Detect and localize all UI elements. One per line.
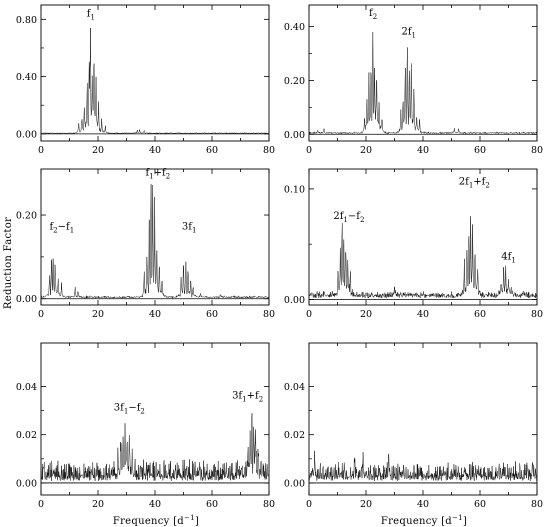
x-tick-label: 60 [474,309,486,320]
x-tick-label: 40 [417,145,429,156]
x-tick-label: 0 [306,499,312,510]
x-tick-label: 60 [206,309,218,320]
x-tick-label: 80 [263,145,275,156]
x-tick-label: 60 [474,499,486,510]
y-tick-label: 0.04 [284,382,305,393]
x-tick-label: 0 [306,309,312,320]
x-tick-label: 20 [92,499,104,510]
x-tick-label: 20 [92,145,104,156]
x-tick-label: 0 [38,145,44,156]
y-tick-label: 0.40 [284,22,305,33]
periodogram-series [308,450,538,482]
peak-annotation: f1 [87,8,95,21]
y-tick-label: 0.40 [16,72,37,83]
peak-annotation: 2f1 [401,27,416,40]
x-axis-label-right: Frequency [d−1] [381,514,467,527]
peak-annotation: 4f1 [501,252,516,265]
y-tick-label: 0.00 [16,294,37,305]
x-tick-label: 40 [417,499,429,510]
panel-6: 0 20 40 60 80 0.00 0.02 0.04 [284,342,543,510]
x-axis-label-left: Frequency [d−1] [113,514,199,527]
x-tick-label: 40 [149,309,161,320]
periodogram-series [40,28,269,135]
x-tick-label: 0 [306,145,312,156]
y-tick-label: 0.10 [284,184,305,195]
x-tick-label: 60 [206,499,218,510]
x-tick-label: 80 [263,309,275,320]
panel-5: 0 20 40 60 80 0.00 0.02 0.04 3f1−f2 3f1+f2 [16,342,275,510]
x-tick-label: 0 [38,499,44,510]
y-axis-label: Reduction Factor [3,217,14,309]
peak-annotation: 3f1−f2 [114,403,145,416]
periodogram-series [40,413,270,481]
y-tick-label: 0.02 [284,430,305,441]
x-tick-label: 20 [92,309,104,320]
x-tick-label: 0 [38,309,44,320]
peak-annotation: 3f1+f2 [232,390,263,403]
x-tick-label: 80 [531,145,543,156]
plot-frame [308,168,538,306]
y-tick-label: 0.20 [284,76,305,87]
y-tick-label: 0.00 [284,478,305,489]
x-tick-label: 40 [417,309,429,320]
y-tick-label: 0.04 [16,382,37,393]
y-tick-label: 0.80 [16,15,37,26]
x-tick-label: 20 [360,499,372,510]
x-tick-label: 20 [360,145,372,156]
periodogram-series [308,32,537,135]
y-tick-label: 0.00 [16,478,37,489]
peak-annotation: 2f1+f2 [459,176,490,189]
y-tick-label: 0.02 [16,430,37,441]
periodogram-series [40,184,270,299]
plot-frame [40,4,270,142]
y-tick-label: 0.20 [16,211,37,222]
peak-annotation: 3f1 [182,222,197,235]
y-tick-label: 0.00 [284,130,305,141]
x-tick-label: 60 [206,145,218,156]
panel-4: 0 20 40 60 80 0.00 0.10 2f1−f2 2f1+f2 4f1 [284,168,543,320]
x-tick-label: 80 [531,499,543,510]
x-tick-label: 40 [149,499,161,510]
y-tick-label: 0.00 [284,295,305,306]
panel-1: 0 20 40 60 80 0.00 0.40 0.80 f1 [16,4,275,156]
y-tick-label: 0.00 [16,129,37,140]
x-tick-label: 40 [149,145,161,156]
x-tick-label: 60 [474,145,486,156]
periodogram-series [308,216,538,299]
plot-frame [308,4,538,142]
panel-2: 0 20 40 60 80 0.00 0.20 0.40 f2 2f1 [284,4,543,156]
x-tick-label: 80 [531,309,543,320]
panel-3: 0 20 40 60 80 0.00 0.20 f2−f1 f1+f2 3f1 [16,167,275,320]
x-tick-label: 20 [360,309,372,320]
peak-annotation: f2−f1 [49,222,74,235]
peak-annotation: f2 [369,8,377,21]
peak-annotation: 2f1−f2 [333,211,364,224]
x-tick-label: 80 [263,499,275,510]
peak-annotation: f1+f2 [145,167,170,180]
